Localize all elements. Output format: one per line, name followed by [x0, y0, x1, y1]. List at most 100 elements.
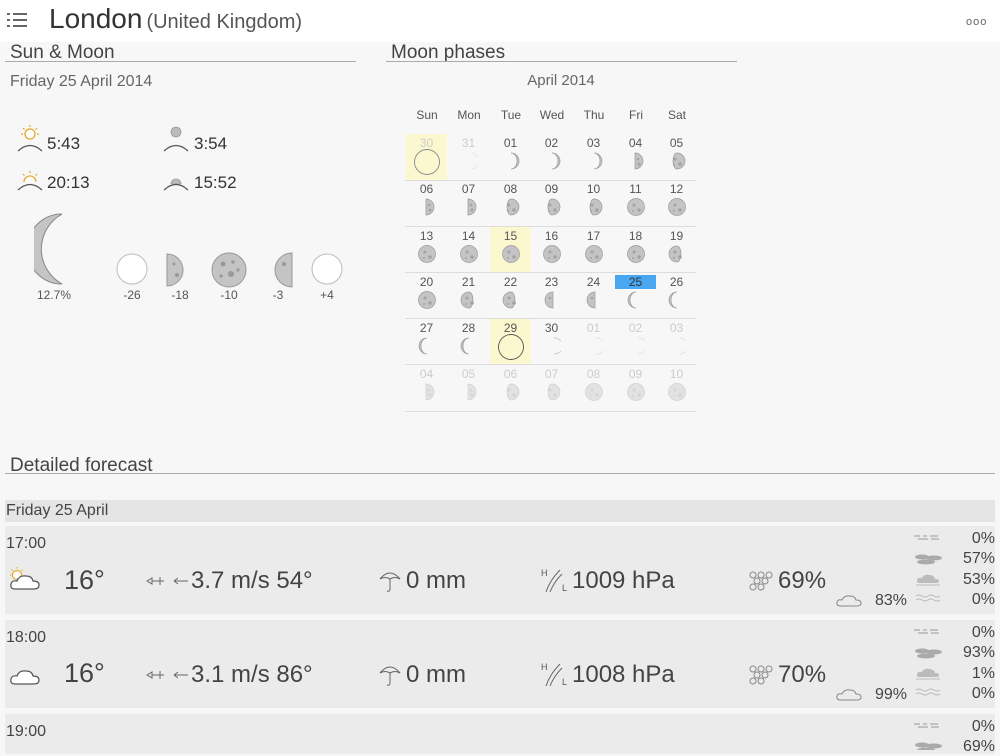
umbrella-icon — [379, 572, 401, 592]
moon-phase-icon — [470, 152, 478, 170]
pressure: 1009 hPa — [572, 567, 675, 594]
calendar-day[interactable]: 19 — [656, 227, 697, 273]
moon-phase-icon — [418, 291, 436, 309]
moon-illumination: 12.7% — [36, 288, 72, 302]
weekday-thu: Thu — [583, 108, 605, 122]
weekday-sat: Sat — [667, 108, 686, 122]
menu-icon[interactable] — [7, 12, 27, 28]
calendar-day-number: 10 — [586, 182, 601, 196]
moonrise-icon — [163, 126, 189, 152]
calendar-day[interactable]: 20 — [406, 273, 447, 319]
cloud-layer-icon — [914, 535, 939, 540]
forecast-row[interactable]: 17:00 16° 3.7 m/s 54° 0 mm H L 1009 hPa … — [5, 526, 995, 614]
moon-phase-icon — [593, 152, 603, 170]
moon-phase-icon — [672, 152, 686, 170]
wind-speed: 3.7 m/s 54° — [191, 567, 313, 594]
calendar-day[interactable]: 09 — [615, 365, 656, 411]
moon-phase-icon — [425, 198, 435, 216]
calendar-day[interactable]: 28 — [448, 319, 489, 365]
moon-phase-icon — [668, 198, 686, 216]
calendar-day[interactable]: 21 — [448, 273, 489, 319]
calendar-day[interactable]: 06 — [490, 365, 531, 411]
forecast-row[interactable]: 19:00 0% 69% — [5, 714, 995, 755]
calendar-day[interactable]: 23 — [531, 273, 572, 319]
weekday-mon: Mon — [457, 108, 481, 122]
humidity-icon — [749, 571, 773, 591]
calendar-day[interactable]: 06 — [406, 180, 447, 226]
calendar-row-divider — [405, 180, 696, 181]
calendar-day-number: 30 — [544, 321, 559, 335]
calendar-day[interactable]: 05 — [656, 134, 697, 180]
more-icon[interactable]: ooo — [966, 16, 988, 28]
calendar-day[interactable]: 07 — [448, 180, 489, 226]
calendar-day-number: 13 — [419, 229, 434, 243]
calendar-day[interactable]: 08 — [490, 180, 531, 226]
moon-phase-icon — [553, 337, 561, 355]
sunset-icon — [17, 171, 43, 191]
calendar-day[interactable]: 30 — [406, 134, 447, 180]
cloud-layer-icon — [915, 554, 942, 565]
moon-phase-icon — [627, 245, 645, 263]
calendar-day-number: 01 — [586, 321, 601, 335]
calendar-day[interactable]: 02 — [615, 319, 656, 365]
top-bar: London (United Kingdom) ooo — [0, 0, 1000, 42]
calendar-day[interactable]: 11 — [615, 180, 656, 226]
calendar-day[interactable]: 16 — [531, 227, 572, 273]
calendar-day-number: 12 — [669, 182, 684, 196]
calendar-day[interactable]: 10 — [656, 365, 697, 411]
calendar-day[interactable]: 02 — [531, 134, 572, 180]
calendar-day[interactable]: 27 — [406, 319, 447, 365]
moon-phase-icon — [595, 337, 603, 355]
calendar-day[interactable]: 13 — [406, 227, 447, 273]
calendar-day[interactable]: 08 — [573, 365, 614, 411]
calendar-day-number: 28 — [461, 321, 476, 335]
calendar-day-number: 19 — [669, 229, 684, 243]
calendar-day[interactable]: 17 — [573, 227, 614, 273]
calendar-day[interactable]: 04 — [615, 134, 656, 180]
sun-moon-divider — [5, 61, 356, 62]
calendar-day[interactable]: 24 — [573, 273, 614, 319]
moon-phase-icon — [460, 245, 478, 263]
calendar-day[interactable]: 09 — [531, 180, 572, 226]
calendar-day[interactable]: 03 — [573, 134, 614, 180]
forecast-title: Detailed forecast — [10, 455, 153, 476]
moon-phase-icon — [414, 149, 440, 175]
calendar-day[interactable]: 10 — [573, 180, 614, 226]
moon-phase-icon — [627, 198, 645, 216]
moon-phase-icon — [544, 291, 554, 309]
calendar-day[interactable]: 03 — [656, 319, 697, 365]
cloud-icon — [10, 670, 40, 685]
calendar-day[interactable]: 29 — [490, 319, 531, 365]
forecast-temperature: 16° — [64, 658, 105, 688]
pressure-icon: H L — [541, 662, 567, 687]
forecast-day-label: Friday 25 April — [6, 502, 109, 519]
calendar-day-number: 03 — [669, 321, 684, 335]
moon-phase-icon — [418, 245, 436, 263]
calendar-day[interactable]: 05 — [448, 365, 489, 411]
calendar-day[interactable]: 25 — [615, 273, 656, 319]
forecast-time: 19:00 — [6, 723, 47, 740]
calendar-day[interactable]: 22 — [490, 273, 531, 319]
calendar-day-number: 18 — [628, 229, 643, 243]
calendar-day[interactable]: 18 — [615, 227, 656, 273]
calendar-day[interactable]: 01 — [490, 134, 531, 180]
calendar-day[interactable]: 15 — [490, 227, 531, 273]
cloud-layer-icon — [915, 594, 941, 602]
calendar-day[interactable]: 12 — [656, 180, 697, 226]
wind-speed: 3.1 m/s 86° — [191, 661, 313, 688]
calendar-day[interactable]: 30 — [531, 319, 572, 365]
forecast-day-band: Friday 25 April — [5, 500, 995, 522]
calendar-day[interactable]: 07 — [531, 365, 572, 411]
calendar-day[interactable]: 31 — [448, 134, 489, 180]
moon-phase-icon — [668, 245, 682, 263]
calendar-day[interactable]: 14 — [448, 227, 489, 273]
calendar-day-number: 10 — [669, 367, 684, 381]
calendar-day-number: 20 — [419, 275, 434, 289]
calendar-day[interactable]: 26 — [656, 273, 697, 319]
forecast-row[interactable]: 18:00 16° 3.1 m/s 86° 0 mm H L 1008 hPa … — [5, 620, 995, 708]
moon-phase-icon — [627, 383, 645, 401]
calendar-day[interactable]: 01 — [573, 319, 614, 365]
cloud-layer-low: 1% — [971, 665, 995, 682]
forecast-temperature: 16° — [64, 565, 105, 595]
calendar-day[interactable]: 04 — [406, 365, 447, 411]
